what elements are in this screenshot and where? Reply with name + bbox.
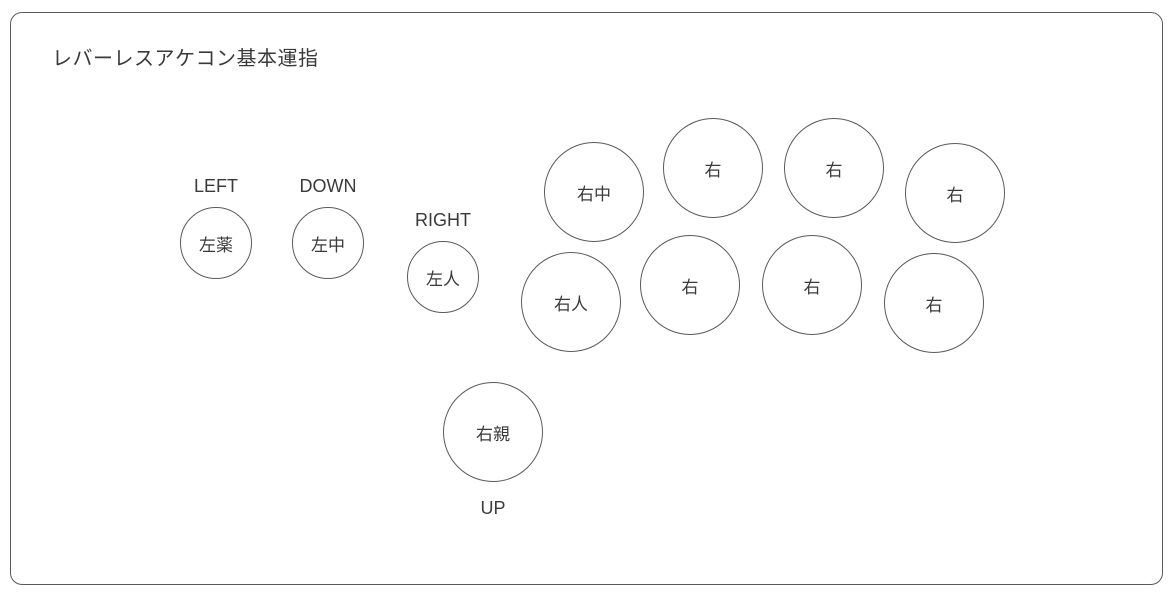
button-atk-top-3[interactable]: 右 bbox=[784, 118, 884, 218]
button-atk-top-4[interactable]: 右 bbox=[905, 143, 1005, 243]
label-left: LEFT bbox=[194, 176, 238, 197]
button-label: 左薬 bbox=[199, 231, 233, 256]
button-left[interactable]: 左薬 bbox=[180, 207, 252, 279]
button-label: 右人 bbox=[554, 290, 588, 315]
button-atk-top-1[interactable]: 右中 bbox=[544, 142, 644, 242]
button-right[interactable]: 左人 bbox=[407, 241, 479, 313]
button-atk-bot-4[interactable]: 右 bbox=[884, 253, 984, 353]
button-label: 右 bbox=[705, 156, 722, 181]
button-up[interactable]: 右親 bbox=[443, 382, 543, 482]
button-label: 左人 bbox=[426, 265, 460, 290]
label-right: RIGHT bbox=[415, 210, 471, 231]
label-up: UP bbox=[480, 498, 505, 519]
button-down[interactable]: 左中 bbox=[292, 207, 364, 279]
button-label: 右 bbox=[682, 273, 699, 298]
button-atk-bot-1[interactable]: 右人 bbox=[521, 252, 621, 352]
button-label: 右親 bbox=[476, 420, 510, 445]
button-label: 右 bbox=[804, 273, 821, 298]
diagram-title: レバーレスアケコン基本運指 bbox=[52, 42, 319, 71]
button-label: 右 bbox=[826, 156, 843, 181]
button-atk-bot-3[interactable]: 右 bbox=[762, 235, 862, 335]
button-label: 右 bbox=[926, 291, 943, 316]
button-label: 左中 bbox=[311, 231, 345, 256]
button-atk-bot-2[interactable]: 右 bbox=[640, 235, 740, 335]
label-down: DOWN bbox=[300, 176, 357, 197]
button-atk-top-2[interactable]: 右 bbox=[663, 118, 763, 218]
button-label: 右中 bbox=[577, 180, 611, 205]
button-label: 右 bbox=[947, 181, 964, 206]
